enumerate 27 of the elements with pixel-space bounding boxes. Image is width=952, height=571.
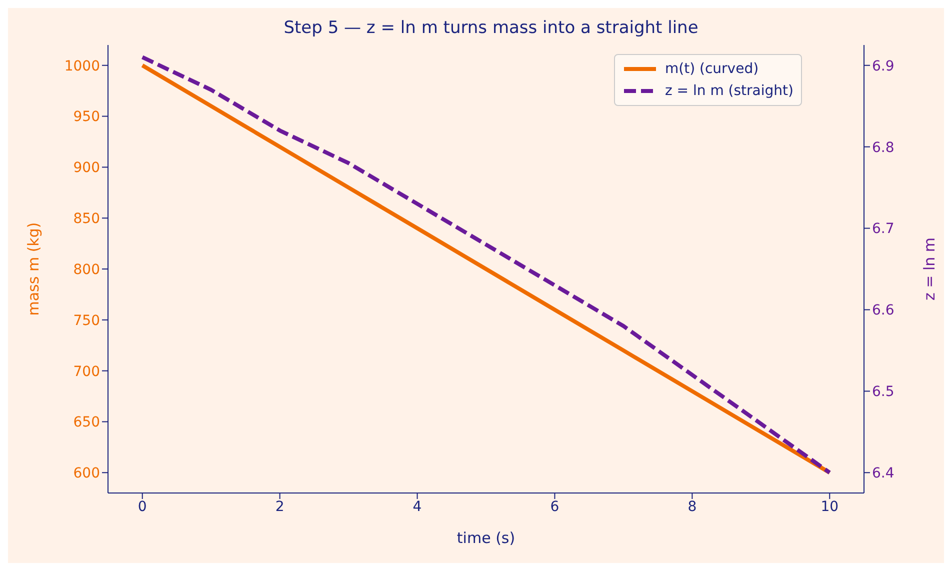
x-tick-label: 0: [138, 498, 147, 515]
y2-tick-label: 6.6: [872, 302, 894, 319]
legend-label: z = ln m (straight): [665, 83, 794, 99]
y2-tick-label: 6.4: [872, 466, 894, 482]
x-tick-label: 2: [275, 498, 284, 515]
y-tick-label: 800: [73, 262, 100, 278]
y-tick-label: 900: [73, 160, 100, 176]
x-tick-label: 8: [688, 498, 697, 515]
x-tick-label: 6: [550, 498, 560, 515]
x-tick-label: 10: [820, 498, 839, 515]
y-tick-label: 1000: [64, 58, 100, 74]
y2-tick-label: 6.5: [872, 384, 894, 400]
y-tick-label: 750: [73, 312, 100, 329]
chart-title: Step 5 — z = ln m turns mass into a straight line: [282, 18, 700, 38]
y-axis-title: mass m (kg): [24, 222, 42, 316]
x-tick-label: 4: [412, 498, 422, 515]
y-tick-label: 700: [73, 364, 100, 380]
y-tick-label: 850: [73, 211, 100, 228]
y2-tick-label: 6.8: [872, 140, 894, 156]
y2-tick-label: 6.9: [872, 58, 894, 74]
y-tick-label: 600: [73, 466, 100, 482]
legend-label: m(t) (curved): [665, 61, 759, 77]
y-tick-label: 950: [73, 109, 100, 126]
y-tick-label: 650: [73, 414, 100, 431]
x-axis-title: time (s): [456, 529, 516, 547]
y2-axis-title: z = ln m: [920, 237, 938, 301]
y2-tick-label: 6.7: [872, 221, 894, 238]
